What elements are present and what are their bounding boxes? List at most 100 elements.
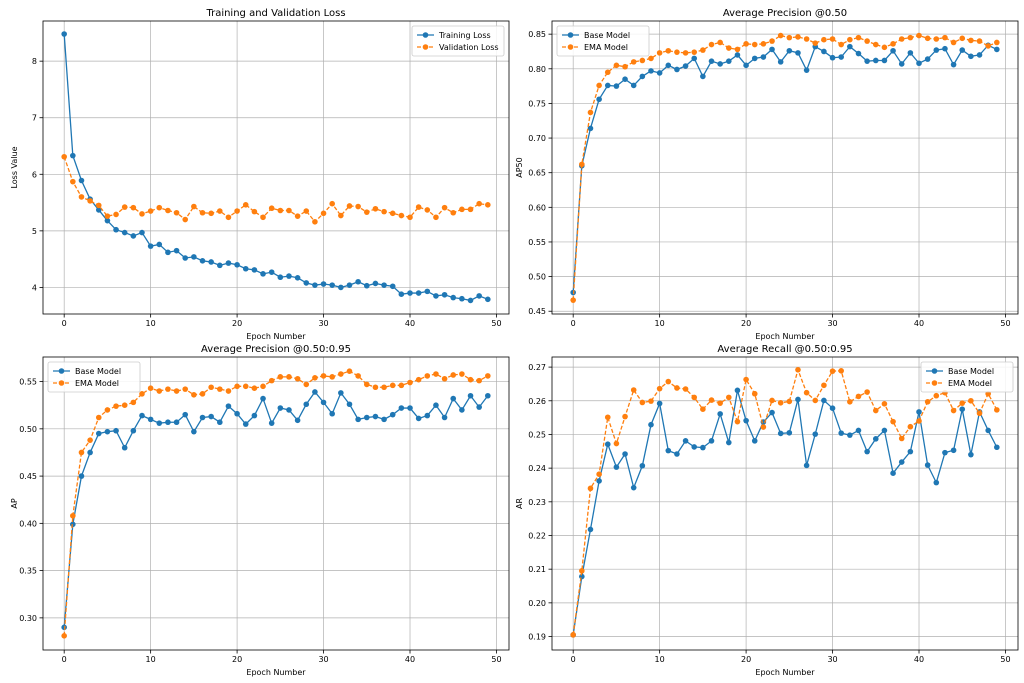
data-point: [286, 407, 292, 413]
y-tick-label: 0.21: [528, 565, 546, 574]
data-point: [786, 34, 793, 41]
data-point: [769, 397, 775, 404]
x-tick-label: 40: [405, 319, 415, 328]
data-point: [95, 207, 102, 213]
data-point: [182, 411, 189, 418]
data-point: [225, 214, 232, 221]
y-tick-label: 0.23: [528, 498, 546, 507]
data-point: [450, 209, 457, 216]
data-point: [165, 386, 171, 392]
data-point: [933, 47, 940, 53]
data-point: [268, 377, 275, 384]
data-point: [485, 373, 491, 379]
data-point: [968, 37, 974, 44]
data-point: [433, 214, 439, 221]
data-point: [959, 400, 966, 406]
legend-box: [411, 25, 505, 57]
legend-marker: [567, 32, 574, 38]
data-point: [812, 40, 819, 46]
data-point: [777, 400, 784, 406]
data-point: [104, 213, 111, 219]
data-point: [760, 54, 767, 60]
data-point: [959, 406, 966, 413]
data-point: [613, 440, 620, 447]
y-axis-label: Loss Value: [10, 146, 19, 188]
data-point: [217, 419, 223, 426]
data-point: [199, 391, 206, 397]
data-point: [70, 152, 76, 159]
data-point: [476, 200, 482, 207]
data-point: [381, 282, 387, 288]
data-point: [398, 291, 405, 298]
y-tick-label: 0.70: [528, 134, 546, 143]
data-point: [398, 212, 405, 219]
axes-frame: [42, 356, 510, 651]
data-point: [821, 48, 827, 55]
data-point: [570, 632, 576, 638]
data-point: [234, 383, 240, 390]
data-point: [872, 57, 879, 64]
data-point: [604, 69, 611, 76]
x-axis-label: Epoch Number: [246, 332, 306, 341]
data-point: [786, 398, 793, 405]
data-point: [596, 471, 602, 478]
data-point: [959, 47, 966, 53]
data-point: [726, 439, 732, 446]
data-point: [121, 204, 128, 210]
legend-box: [47, 361, 141, 393]
x-tick-label: 50: [491, 319, 501, 328]
data-point: [890, 470, 896, 476]
data-point: [751, 438, 758, 444]
data-point: [812, 397, 819, 404]
data-point: [847, 36, 853, 43]
data-point: [648, 398, 654, 404]
data-point: [441, 414, 448, 421]
data-point: [769, 409, 775, 416]
data-point: [381, 416, 387, 423]
data-point: [450, 294, 457, 301]
data-point: [450, 395, 457, 402]
data-point: [338, 284, 344, 291]
data-point: [312, 374, 318, 381]
data-point: [389, 210, 396, 217]
data-point: [803, 36, 810, 42]
data-point: [959, 35, 966, 42]
data-point: [182, 255, 189, 261]
legend: Training Loss Validation Loss: [411, 25, 505, 57]
data-point: [372, 280, 379, 287]
data-point: [433, 293, 439, 299]
data-point: [630, 59, 637, 65]
data-point: [208, 384, 214, 391]
legend-marker: [58, 380, 65, 386]
data-point: [864, 38, 870, 44]
data-point: [881, 57, 888, 64]
data-point: [622, 76, 628, 82]
x-tick-label: 30: [827, 319, 837, 328]
data-point: [234, 208, 240, 214]
x-tick-label: 10: [655, 655, 665, 664]
data-point: [847, 43, 853, 50]
x-axis-label: Epoch Number: [246, 668, 306, 677]
data-point: [674, 49, 680, 55]
y-tick-label: 0.55: [528, 238, 546, 247]
data-point: [424, 288, 431, 295]
legend-label: EMA Model: [948, 379, 992, 388]
data-point: [415, 376, 422, 383]
y-tick-label: 0.50: [19, 425, 37, 434]
data-point: [838, 430, 844, 436]
data-point: [726, 58, 732, 64]
axes-frame: [551, 356, 1019, 651]
data-point: [682, 63, 689, 69]
x-tick-label: 10: [655, 319, 665, 328]
data-point: [199, 414, 206, 421]
data-point: [173, 247, 180, 254]
data-point: [260, 271, 266, 277]
data-point: [596, 96, 602, 103]
data-point: [604, 441, 611, 448]
y-axis-label: AP: [10, 498, 19, 508]
data-point: [734, 52, 741, 58]
data-point: [320, 210, 327, 217]
data-point: [139, 211, 145, 217]
data-point: [87, 449, 93, 456]
data-point: [234, 261, 240, 268]
